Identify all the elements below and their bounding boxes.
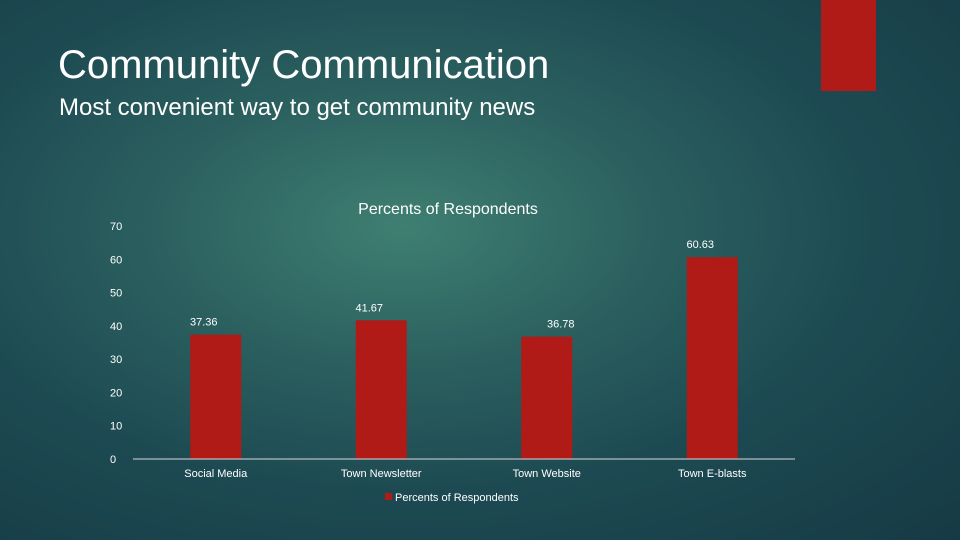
bar <box>686 257 738 459</box>
y-tick-label: 60 <box>110 254 122 266</box>
data-labels: 37.36 41.67 36.78 60.63 <box>190 239 714 330</box>
bar <box>521 336 573 459</box>
x-axis: Social Media Town Newsletter Town Website T… <box>184 468 747 480</box>
slide-subtitle: Most convenient way to get community new… <box>59 94 536 121</box>
y-tick-label: 10 <box>110 421 122 433</box>
data-label: 41.67 <box>355 302 383 314</box>
y-tick-label: 20 <box>110 387 122 399</box>
y-tick-label: 70 <box>110 221 122 233</box>
x-tick-label: Town Website <box>513 468 581 480</box>
y-tick-label: 40 <box>110 321 122 333</box>
x-tick-label: Town Newsletter <box>341 468 422 480</box>
y-tick-label: 30 <box>110 354 122 366</box>
x-tick-label: Social Media <box>184 468 248 480</box>
y-tick-label: 50 <box>110 288 122 300</box>
legend-swatch <box>385 493 392 500</box>
legend: Percents of Respondents <box>385 492 519 504</box>
y-tick-label: 0 <box>110 454 116 466</box>
accent-block <box>821 0 876 91</box>
legend-label: Percents of Respondents <box>395 492 519 504</box>
y-axis: 0 10 20 30 40 50 60 70 <box>110 221 122 466</box>
chart-title: Percents of Respondents <box>358 201 538 218</box>
bar-series <box>190 257 738 459</box>
slide-title: Community Communication <box>58 43 550 87</box>
data-label: 36.78 <box>547 319 575 331</box>
bar <box>355 320 407 459</box>
bar <box>190 334 242 459</box>
x-tick-label: Town E-blasts <box>678 468 747 480</box>
data-label: 60.63 <box>686 239 714 251</box>
data-label: 37.36 <box>190 317 218 329</box>
